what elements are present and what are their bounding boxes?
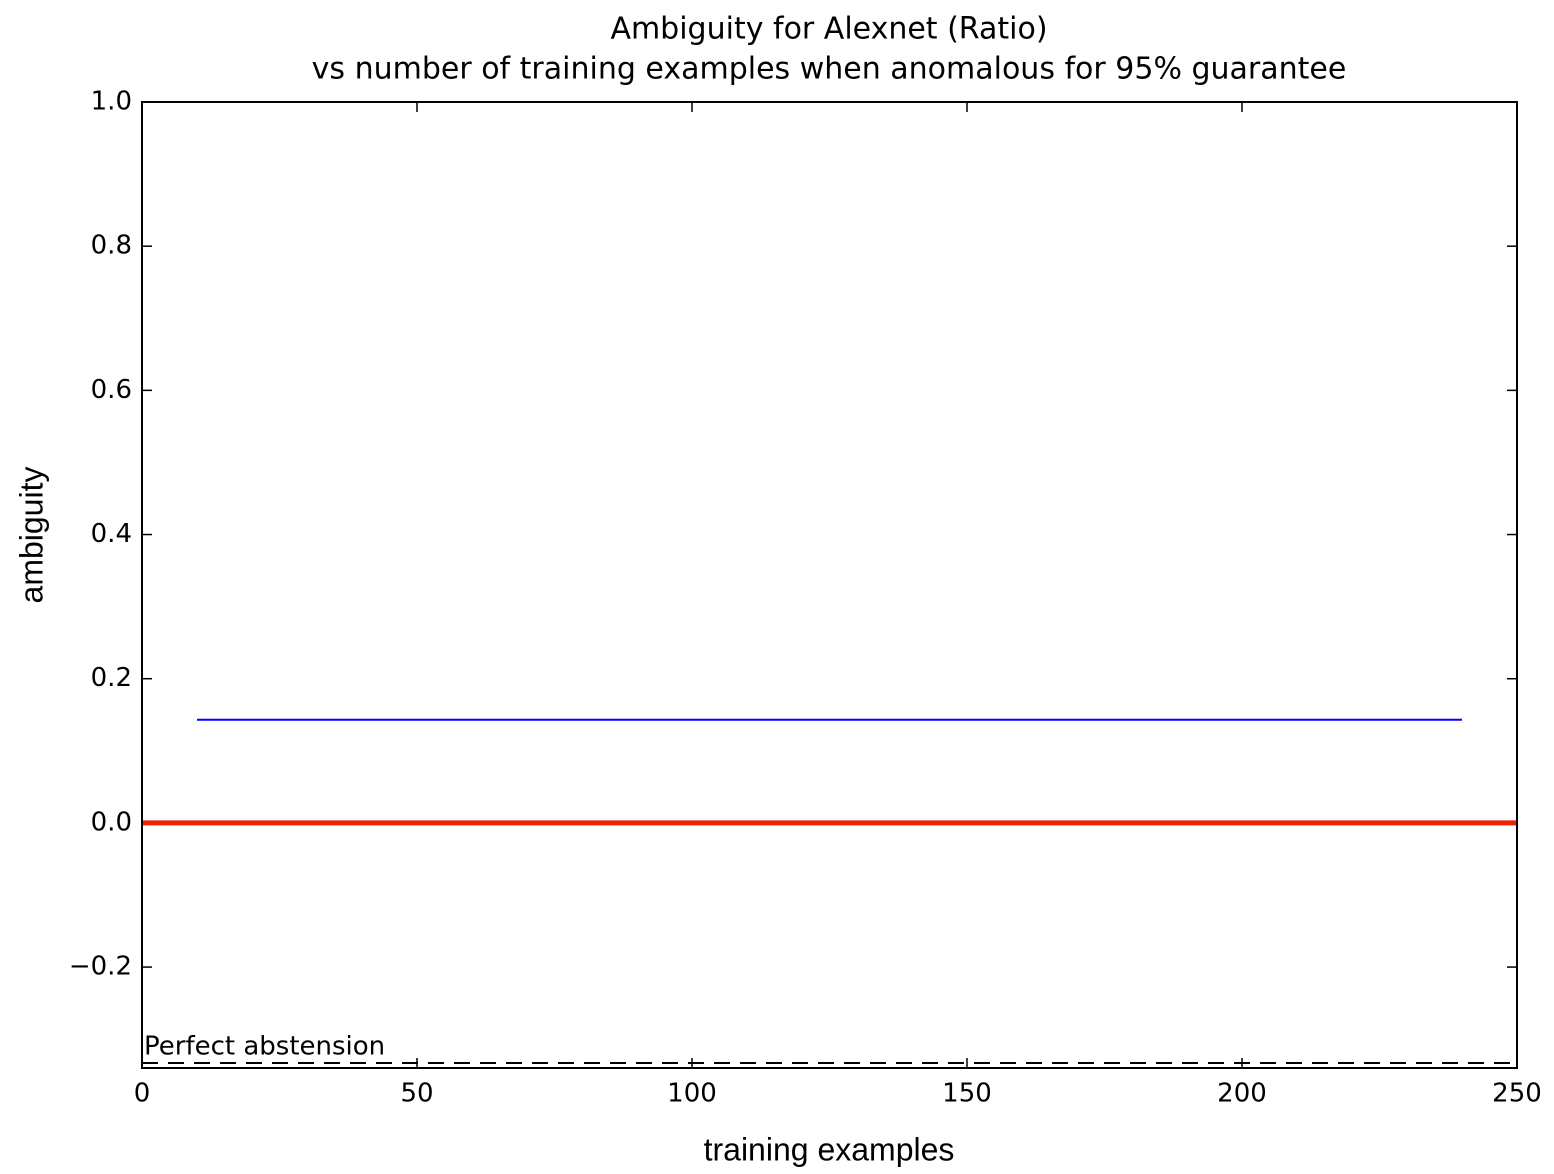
x-axis-label: training examples bbox=[704, 1131, 955, 1167]
annotation: Perfect abstension bbox=[144, 1031, 385, 1061]
x-tick-label: 50 bbox=[400, 1079, 433, 1109]
plot-frame bbox=[141, 101, 1518, 1069]
y-axis-label: ambiguity bbox=[13, 467, 49, 604]
y-tick-label: 0.0 bbox=[91, 807, 132, 837]
chart-subtitle: vs number of training examples when anom… bbox=[312, 52, 1347, 87]
y-tick-label: 0.4 bbox=[91, 519, 132, 549]
chart-title: Ambiguity for Alexnet (Ratio) bbox=[610, 12, 1047, 47]
x-tick-label: 0 bbox=[134, 1079, 151, 1109]
x-tick-label: 250 bbox=[1492, 1079, 1542, 1109]
y-tick-label: −0.2 bbox=[69, 952, 132, 982]
x-tick-label: 150 bbox=[942, 1079, 992, 1109]
y-tick-label: 0.8 bbox=[91, 231, 132, 261]
x-tick-label: 100 bbox=[667, 1079, 717, 1109]
x-tick-label: 200 bbox=[1217, 1079, 1267, 1109]
y-tick-label: 1.0 bbox=[91, 87, 132, 117]
y-tick-label: 0.2 bbox=[91, 663, 132, 693]
y-tick-label: 0.6 bbox=[91, 375, 132, 405]
